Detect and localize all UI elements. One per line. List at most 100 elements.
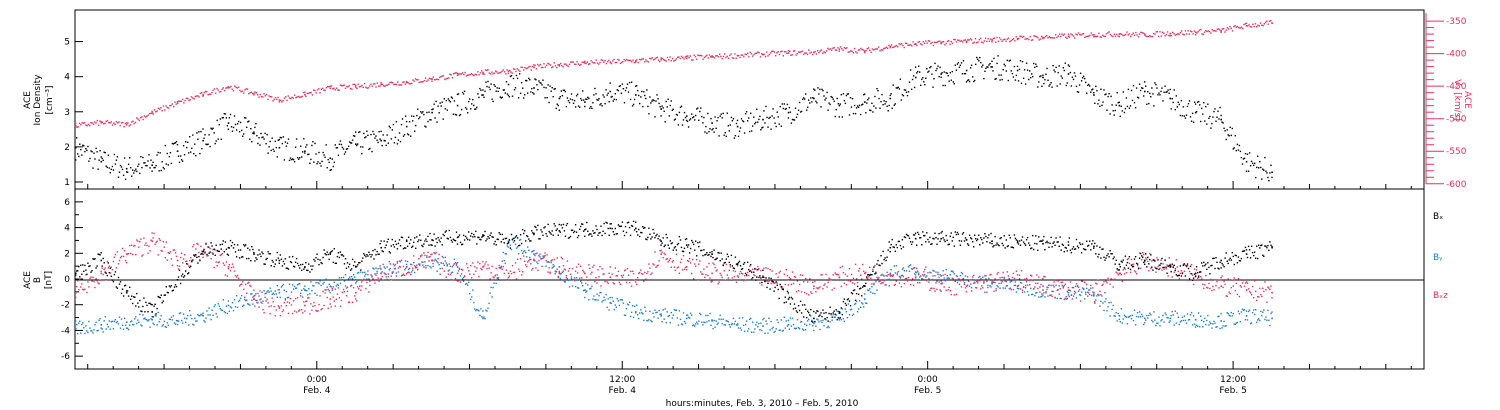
vx-point: [374, 83, 376, 85]
by-point: [433, 260, 435, 262]
density-point: [313, 161, 315, 163]
by-point: [1014, 281, 1017, 283]
density-point: [827, 109, 829, 111]
density-point: [964, 72, 967, 75]
by-point: [288, 283, 291, 285]
density-point: [328, 161, 330, 164]
vx-point: [589, 63, 591, 65]
bz-point: [988, 278, 990, 281]
density-point: [922, 77, 924, 79]
x-tick-label-2: 0:00: [918, 375, 938, 385]
by-point: [846, 317, 849, 319]
density-point: [659, 106, 661, 108]
vx-point: [881, 49, 884, 51]
vx-point: [523, 69, 525, 71]
bz-point: [581, 277, 583, 279]
density-point: [1179, 114, 1182, 117]
bz-point: [76, 285, 78, 288]
density-point: [123, 157, 126, 159]
bz-point: [990, 273, 992, 276]
density-point: [516, 77, 519, 80]
density-point: [1110, 95, 1112, 98]
density-point: [861, 104, 863, 106]
vx-point: [250, 91, 252, 93]
by-point: [468, 281, 470, 283]
bz-point: [1047, 286, 1049, 289]
by-point: [306, 289, 308, 292]
vx-point: [1225, 29, 1227, 31]
bz-point: [538, 259, 540, 262]
density-point: [170, 162, 173, 165]
bz-point: [786, 275, 789, 277]
bz-point: [390, 279, 392, 281]
density-anchor-point: [507, 83, 510, 86]
density-anchor-point: [1194, 111, 1197, 114]
by-point: [610, 302, 612, 304]
bz-point: [1107, 277, 1109, 279]
vx-point: [1158, 35, 1160, 38]
bz-point: [166, 259, 168, 261]
density-point: [397, 139, 400, 141]
density-point: [969, 67, 972, 69]
bz-point: [88, 286, 90, 288]
vx-point: [1144, 33, 1146, 35]
density-point: [1150, 96, 1152, 98]
by-point: [1246, 319, 1249, 321]
by-point: [852, 313, 855, 315]
density-point: [731, 120, 734, 122]
bz-point: [284, 299, 287, 301]
bz-point: [577, 263, 580, 265]
vx-point: [360, 85, 362, 88]
bz-point: [1250, 294, 1253, 296]
density-point: [582, 90, 584, 92]
by-point: [785, 320, 787, 322]
bz-point: [119, 256, 122, 259]
vx-point: [77, 126, 79, 128]
density-point: [427, 120, 429, 123]
density-point: [97, 168, 99, 170]
density-anchor-point: [253, 132, 255, 135]
density-point: [1096, 89, 1098, 92]
density-point: [131, 175, 133, 177]
by-point: [1071, 286, 1074, 289]
bz-anchor-point: [1245, 289, 1248, 291]
density-point: [848, 114, 851, 116]
vx-point: [97, 124, 100, 126]
by-point: [883, 275, 885, 277]
bz-point: [273, 305, 275, 308]
density-point: [225, 117, 228, 119]
vx-point: [1016, 38, 1019, 41]
vx-point: [1084, 36, 1086, 39]
vx-point: [846, 47, 848, 49]
bz-point: [200, 245, 202, 247]
bz-point: [1213, 289, 1215, 291]
vx-point: [1239, 27, 1241, 29]
vx-point: [408, 82, 410, 85]
vx-point: [679, 57, 681, 60]
vx-point: [1119, 33, 1122, 35]
bz-point: [1236, 293, 1239, 296]
by-point: [1097, 293, 1099, 295]
density-anchor-point: [1118, 104, 1121, 107]
vx-point: [520, 66, 522, 68]
bz-point: [767, 267, 769, 270]
bz-point: [691, 272, 693, 275]
vx-point: [617, 58, 619, 61]
density-point: [466, 108, 468, 110]
vx-point: [857, 49, 860, 51]
vx-point: [538, 65, 540, 67]
by-point: [913, 273, 916, 275]
bz-point: [255, 293, 257, 295]
vx-point: [1266, 20, 1268, 22]
bz-point: [438, 253, 440, 256]
bz-point: [1232, 285, 1234, 287]
by-point: [1258, 318, 1260, 320]
bz-point: [308, 296, 310, 299]
by-anchor-point: [304, 289, 306, 291]
vx-point: [209, 93, 212, 95]
by-point: [741, 317, 744, 319]
bx-point: [96, 265, 98, 267]
density-point: [987, 66, 989, 68]
vx-point: [1161, 31, 1164, 34]
by-point: [656, 311, 658, 313]
